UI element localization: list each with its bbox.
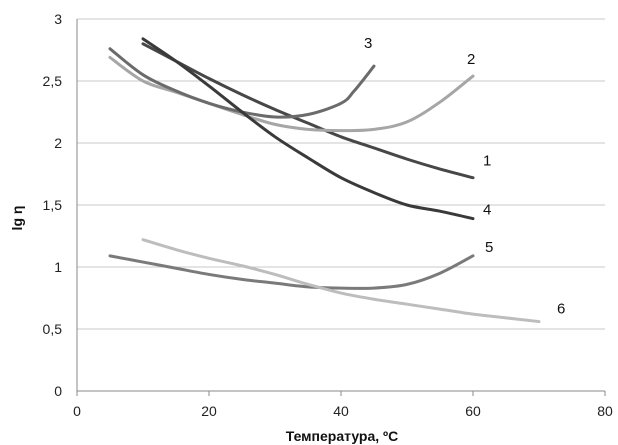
axes: [76, 19, 606, 396]
y-tick-label: 0: [54, 383, 62, 399]
series-4-line: [141, 37, 475, 221]
x-tick-label: 40: [333, 403, 349, 419]
y-tick-label: 2,5: [43, 73, 63, 89]
series-5-line: [108, 254, 475, 290]
series-1-line: [141, 42, 475, 180]
series-2-label: 2: [467, 51, 475, 68]
series-4-label: 4: [483, 202, 491, 219]
x-tick-label: 0: [73, 403, 81, 419]
series-2-line: [108, 55, 475, 133]
x-tick-label: 60: [465, 403, 481, 419]
y-axis-title: lg η: [9, 206, 25, 231]
series-3-label: 3: [364, 35, 372, 52]
x-axis-title: Температура, ºС: [286, 428, 399, 444]
x-tick-label: 80: [597, 403, 613, 419]
x-tick-label: 20: [201, 403, 217, 419]
series-1-label: 1: [483, 153, 491, 170]
gridlines: [77, 18, 605, 330]
tick-labels: 0 0,5 1 1,5 2 2,5 3 0 20 40 60 80: [43, 11, 613, 419]
y-tick-label: 2: [54, 135, 62, 151]
y-tick-label: 3: [54, 11, 62, 27]
y-tick-label: 1: [54, 259, 62, 275]
series-5-label: 5: [485, 239, 493, 256]
y-tick-label: 0,5: [43, 321, 63, 337]
series-6-line: [141, 238, 541, 324]
series: [108, 37, 541, 324]
series-6-label: 6: [557, 301, 565, 318]
series-3-line: [108, 47, 376, 119]
y-tick-label: 1,5: [43, 197, 63, 213]
series-labels: 1 2 3 4 5 6: [364, 35, 565, 317]
